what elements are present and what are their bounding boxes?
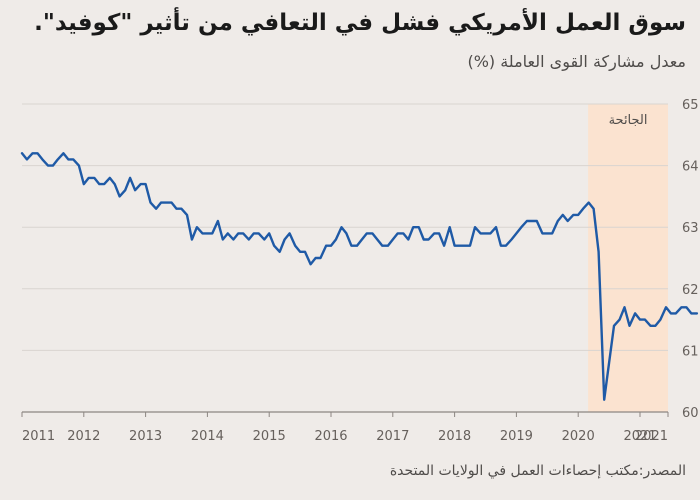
- chart-title: سوق العمل الأمريكي فشل في التعافي من تأث…: [34, 10, 686, 36]
- y-tick-label-61: 61: [682, 344, 699, 359]
- y-tick-label-64: 64: [682, 160, 699, 175]
- pandemic-shaded-region: [588, 104, 668, 412]
- x-tick-label-2018: 2018: [438, 429, 471, 444]
- x-tick-label-2013: 2013: [129, 429, 162, 444]
- x-tick-label-2017: 2017: [376, 429, 409, 444]
- source-note: المصدر:مكتب إحصاءات العمل في الولايات ال…: [389, 463, 686, 479]
- x-tick-label-2015: 2015: [253, 429, 286, 444]
- x-tick-label-2014: 2014: [191, 429, 224, 444]
- x-tick-label-2016: 2016: [314, 429, 347, 444]
- x-tick-label-2020: 2020: [562, 429, 595, 444]
- y-tick-label-65: 65: [682, 98, 699, 113]
- x-tick-label-2021: 2021: [635, 429, 668, 444]
- pandemic-region-label: الجائحة: [609, 113, 648, 128]
- series-line-participation-rate: [20, 152, 699, 401]
- chart-subtitle: معدل مشاركة القوى العاملة (%): [467, 52, 686, 71]
- y-tick-label-63: 63: [682, 221, 699, 236]
- x-tick-label-2021: 2021: [623, 429, 656, 444]
- y-tick-label-62: 62: [682, 283, 699, 298]
- x-tick-label-2011: 2011: [22, 429, 55, 444]
- x-tick-label-2012: 2012: [67, 429, 100, 444]
- x-tick-label-2019: 2019: [500, 429, 533, 444]
- y-tick-label-60: 60: [682, 406, 699, 421]
